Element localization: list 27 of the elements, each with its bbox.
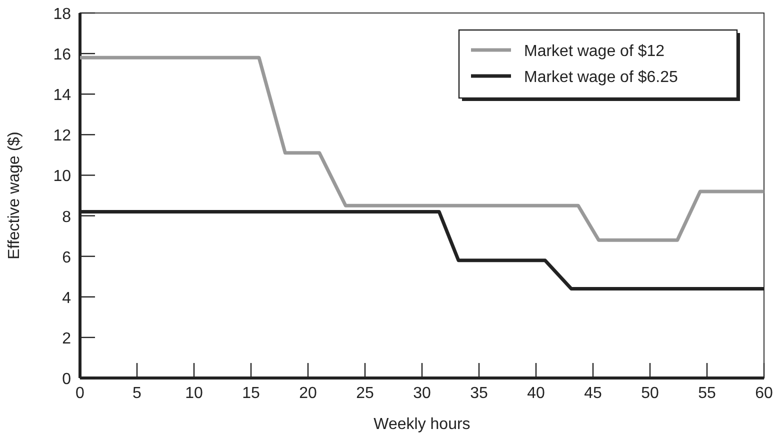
- x-tick-label: 60: [755, 385, 773, 402]
- x-tick-label: 0: [76, 385, 85, 402]
- x-tick-label: 55: [698, 385, 716, 402]
- legend-label: Market wage of $12: [524, 43, 665, 60]
- legend-label: Market wage of $6.25: [524, 69, 678, 86]
- x-axis-title: Weekly hours: [374, 416, 470, 433]
- y-tick-label: 10: [53, 168, 72, 186]
- x-tick-label: 45: [584, 385, 602, 402]
- x-tick-label: 30: [413, 385, 431, 402]
- y-tick-label: 2: [62, 330, 72, 348]
- y-tick-label: 12: [53, 128, 72, 145]
- y-tick-label: 8: [62, 208, 72, 226]
- y-tick-label: 0: [62, 371, 72, 388]
- x-tick-label: 50: [641, 385, 659, 402]
- x-tick-label: 5: [132, 385, 142, 402]
- x-tick-label: 20: [299, 385, 317, 402]
- y-tick-label: 18: [53, 6, 72, 23]
- y-tick-label: 4: [62, 290, 72, 307]
- x-tick-label: 25: [356, 385, 374, 402]
- x-tick-label: 15: [242, 385, 260, 402]
- y-tick-label: 16: [53, 46, 72, 64]
- y-tick-label: 6: [62, 249, 72, 266]
- x-tick-label: 10: [185, 385, 203, 402]
- y-axis-title: Effective wage ($): [6, 132, 23, 260]
- y-tick-label: 14: [53, 87, 72, 104]
- x-tick-label: 40: [527, 385, 545, 402]
- x-tick-label: 35: [470, 385, 488, 402]
